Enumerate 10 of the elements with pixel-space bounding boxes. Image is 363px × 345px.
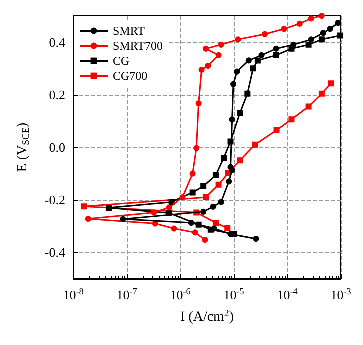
y-tick-label: -0.4 xyxy=(44,245,66,260)
y-axis-title: E (VSCE) xyxy=(16,122,32,172)
legend-label: SMRT xyxy=(113,24,146,38)
legend-label: CG700 xyxy=(113,69,148,83)
y-tick-label: 0.2 xyxy=(49,87,66,102)
y-tick-label: -0.2 xyxy=(44,192,66,208)
y-tick-label: 0.0 xyxy=(49,140,66,155)
y-tick-label: 0.4 xyxy=(49,34,66,50)
legend-label: CG xyxy=(113,54,130,68)
legend-label: SMRT700 xyxy=(113,39,163,53)
